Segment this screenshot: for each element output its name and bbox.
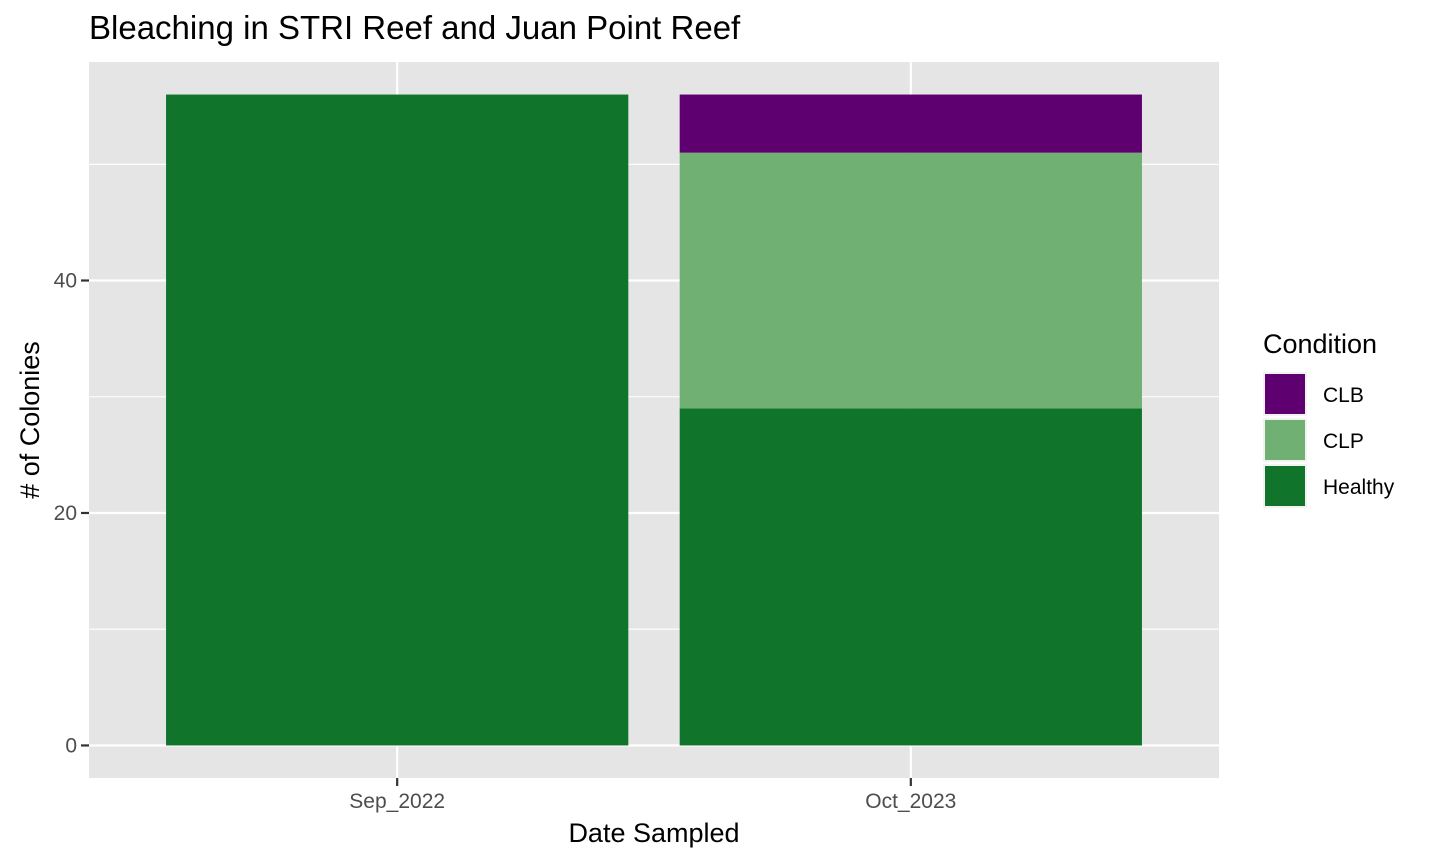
x-tick-label: Oct_2023 — [865, 790, 956, 813]
y-axis-title: # of Colonies — [15, 341, 45, 499]
bars — [166, 94, 1142, 746]
legend-label-clb: CLB — [1323, 384, 1364, 407]
legend-swatch-healthy — [1265, 466, 1305, 506]
bar-healthy-oct-2023 — [679, 408, 1142, 746]
chart-title: Bleaching in STRI Reef and Juan Point Re… — [89, 9, 741, 46]
bar-healthy-sep-2022 — [166, 94, 629, 746]
bar-clb-oct-2023 — [679, 94, 1142, 153]
bar-clp-oct-2023 — [679, 152, 1142, 409]
y-axis: 0 20 40 — [54, 270, 89, 757]
x-axis: Sep_2022 Oct_2023 — [349, 778, 956, 813]
x-tick-label: Sep_2022 — [349, 790, 445, 813]
y-tick-label: 0 — [65, 734, 77, 757]
legend-swatch-clb — [1265, 374, 1305, 414]
legend-title: Condition — [1263, 329, 1377, 359]
legend-label-clp: CLP — [1323, 430, 1364, 453]
legend-swatch-clp — [1265, 420, 1305, 460]
y-tick-label: 20 — [54, 502, 77, 525]
x-axis-title: Date Sampled — [568, 818, 739, 848]
legend-label-healthy: Healthy — [1323, 476, 1395, 499]
legend: Condition CLB CLP Healthy — [1263, 329, 1395, 508]
y-tick-label: 40 — [54, 270, 77, 293]
